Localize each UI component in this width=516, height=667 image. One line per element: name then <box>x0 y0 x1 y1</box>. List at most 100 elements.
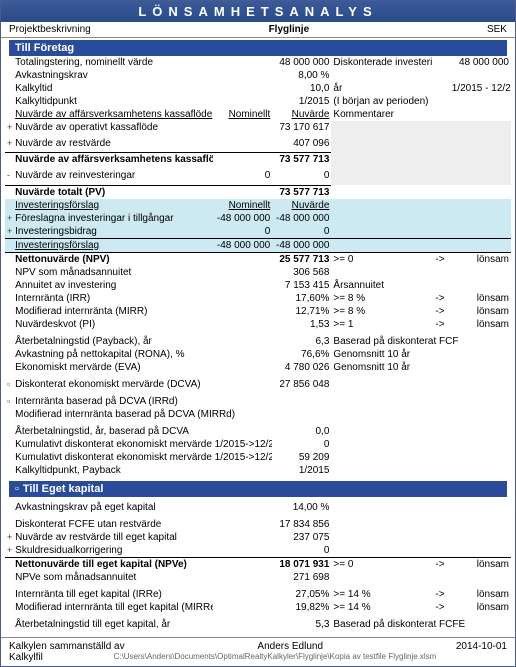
row-label: Nettonuvärde (NPV) <box>13 252 213 266</box>
row-label: Nuvärde av reinvesteringar <box>13 169 213 185</box>
marker: + <box>5 137 13 153</box>
row-label: Modifierad internränta till eget kapital… <box>13 601 213 614</box>
row-label: Kalkyltidpunkt <box>13 95 213 108</box>
row-val: 7 153 415 <box>272 279 331 292</box>
footer: Kalkylen sammanställd av Anders Edlund 2… <box>1 637 515 666</box>
equity-table: Avkastningskrav på eget kapital 14,00 % … <box>5 497 511 637</box>
row-val: 17 834 856 <box>272 518 331 531</box>
row-val: -48 000 000 <box>272 212 331 225</box>
row-val: 271 698 <box>272 571 331 584</box>
row-val: 19,82% <box>272 601 331 614</box>
row-label: Avkastning på nettokapital (RONA), % <box>13 348 213 361</box>
row-label: NPV som månadsannuitet <box>13 266 213 279</box>
arrow: -> <box>433 305 449 318</box>
row-val: 12,71% <box>272 305 331 318</box>
row-cmp: >= 14 % <box>331 588 433 601</box>
row-label: Skuldresidualkorrigering <box>13 544 213 558</box>
row-label: Föreslagna investeringar i tillgångar <box>13 212 213 225</box>
marker: + <box>5 121 13 137</box>
row-val: 0 <box>213 225 272 239</box>
subhead-left: Projektbeskrivning <box>9 24 91 35</box>
row-label: Investeringsförslag <box>13 199 213 212</box>
section-company: Till Företag <box>9 40 507 56</box>
report-frame: LÖNSAMHETSANALYS Projektbeskrivning Flyg… <box>0 0 516 667</box>
row-val: 76,6% <box>272 348 331 361</box>
row-val: 25 577 713 <box>272 252 331 266</box>
row-note: Baserad på diskonterat FCFE <box>331 618 511 631</box>
row-cmp: >= 14 % <box>331 601 433 614</box>
row-val: 1,53 <box>272 318 331 331</box>
row-val: 0,0 <box>272 425 331 438</box>
row-val: 0 <box>272 169 331 185</box>
row-note: Årsannuitet <box>331 279 511 292</box>
row-label: Modifierad internränta baserad på DCVA (… <box>13 408 272 421</box>
row-label: Nuvärdeskvot (PI) <box>13 318 213 331</box>
row-val: 0 <box>272 225 331 239</box>
col-head: Nuvärde <box>272 199 331 212</box>
footer-date: 2014-10-01 <box>456 641 507 652</box>
row-label: Nuvärde totalt (PV) <box>13 185 213 199</box>
row-label: Investeringsförslag <box>13 238 213 252</box>
row-res: lönsam <box>450 292 511 305</box>
row-val: 73 170 617 <box>272 121 331 137</box>
row-val: 8,00 % <box>272 69 331 82</box>
row-val: 1/2015 <box>272 464 331 477</box>
footer-file-label: Kalkylfil <box>9 652 43 663</box>
row-val: 237 075 <box>272 531 331 544</box>
row-val: 14,00 % <box>272 501 331 514</box>
row-res: lönsam <box>450 601 511 614</box>
row-val: 48 000 000 <box>272 56 331 69</box>
row-res: lönsam <box>450 557 511 571</box>
arrow: -> <box>433 601 449 614</box>
row-label: Nuvärde av operativt kassaflöde <box>13 121 213 137</box>
marker: - <box>5 169 13 185</box>
row-val: 27,05% <box>272 588 331 601</box>
company-table: Totalingstering, nominellt värde 48 000 … <box>5 56 511 477</box>
row-val: 6,3 <box>272 335 331 348</box>
row-label: Totalingstering, nominellt värde <box>13 56 213 69</box>
row-label: Kalkyltid <box>13 82 213 95</box>
row-val: 10,0 <box>272 82 331 95</box>
row-label: Internränta (IRR) <box>13 292 213 305</box>
row-val: 17,60% <box>272 292 331 305</box>
row-label: Kumulativt diskonterat ekonomiskt mervär… <box>13 438 272 451</box>
row-label: Diskonterat FCFE utan restvärde <box>13 518 213 531</box>
row-label: NPVe som månadsannuitet <box>13 571 213 584</box>
comments-box[interactable] <box>331 121 511 185</box>
col-head: Nominellt <box>213 108 272 121</box>
row-label: Avkastningskrav <box>13 69 213 82</box>
footer-by: Anders Edlund <box>257 641 323 652</box>
row-note: (I början av perioden) <box>331 95 511 108</box>
marker: + <box>5 531 13 544</box>
marker: ▫ <box>5 395 13 408</box>
subhead-center: Flyglinje <box>269 24 310 35</box>
row-label: Ekonomiskt mervärde (EVA) <box>13 361 213 374</box>
row-cmp: >= 8 % <box>331 305 433 318</box>
arrow: -> <box>433 292 449 305</box>
section-equity: ▫Till Eget kapital <box>9 481 507 497</box>
marker: + <box>5 212 13 225</box>
row-label: Nuvärde av restvärde <box>13 137 213 153</box>
row-val: 73 577 713 <box>272 153 331 169</box>
row-val: 4 780 026 <box>272 361 331 374</box>
row-val: -48 000 000 <box>272 238 331 252</box>
row-val: 48 000 000 <box>450 56 511 69</box>
row-label: Modifierad internränta (MIRR) <box>13 305 213 318</box>
row-label: år <box>331 82 433 95</box>
row-label: Återbetalningstid (Payback), år <box>13 335 213 348</box>
row-val: 0 <box>272 544 331 558</box>
row-label: Internränta baserad på DCVA (IRRd) <box>13 395 272 408</box>
subhead-right: SEK <box>487 24 507 35</box>
row-label: Nuvärde av affärsverksamhetens kassaflöd… <box>13 153 213 169</box>
row-val: 18 071 931 <box>272 557 331 571</box>
marker: + <box>5 225 13 239</box>
marker: ▫ <box>5 378 13 391</box>
row-label: Diskonterat ekonomiskt mervärde (DCVA) <box>13 378 213 391</box>
row-label: Nuvärde av affärsverksamhetens kassaflöd… <box>13 108 213 121</box>
row-val: -48 000 000 <box>213 212 272 225</box>
row-val: 5,3 <box>272 618 331 631</box>
footer-path: C:\Users\Anders\Documents\OptimalRealtyK… <box>43 652 507 663</box>
row-val: 27 856 048 <box>272 378 331 391</box>
row-note: Genomsnitt 10 år <box>331 361 511 374</box>
row-label: Nuvärde av restvärde till eget kapital <box>13 531 213 544</box>
